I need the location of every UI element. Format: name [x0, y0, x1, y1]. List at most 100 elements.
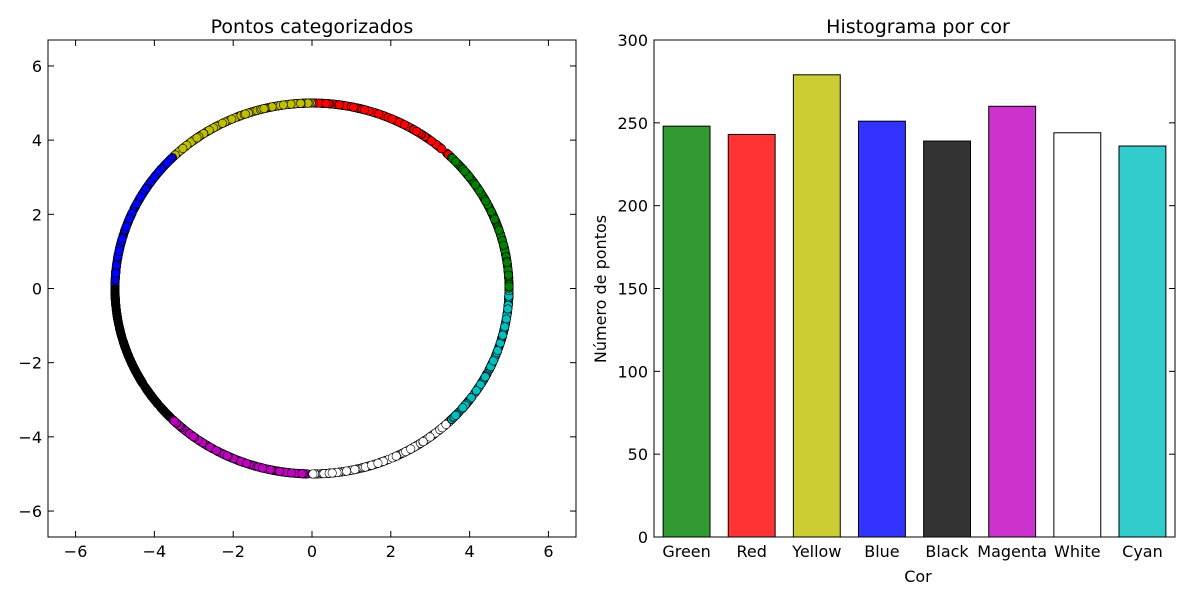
scatter-point: [125, 214, 135, 224]
scatter-point: [399, 120, 409, 130]
scatter-point: [131, 366, 141, 376]
scatter-x-axis: −6 −4 −2 0 2 4 6: [64, 40, 554, 561]
x-tick-label: −4: [143, 542, 167, 561]
scatter-point: [132, 199, 142, 209]
scatter-point: [211, 446, 221, 456]
scatter-point: [240, 109, 250, 119]
scatter-point: [169, 416, 179, 426]
y-tick-label: 300: [617, 31, 648, 50]
scatter-point: [486, 207, 496, 217]
bar-category-label: Yellow: [791, 542, 841, 561]
scatter-panel: Pontos categorizados −6 −4 −2 0 2 4 6 −6 −4 −2 0 2…: [18, 16, 577, 561]
scatter-point: [275, 466, 285, 476]
scatter-point: [178, 143, 188, 153]
scatter-point: [471, 386, 481, 396]
bar-category-label: White: [1054, 542, 1101, 561]
bar-panel: Histograma por cor 0 50 100 150 200 250 300 Gr…: [591, 16, 1176, 586]
scatter-point: [451, 157, 461, 167]
scatter-point: [242, 458, 252, 468]
scatter-point: [418, 437, 428, 447]
scatter-point: [110, 295, 120, 305]
scatter-point: [222, 451, 232, 461]
scatter-point: [150, 172, 160, 182]
scatter-point: [286, 99, 296, 109]
x-tick-label: 4: [465, 542, 475, 561]
bar-magenta: [988, 105, 1037, 538]
scatter-point: [470, 180, 480, 190]
scatter-point: [121, 222, 131, 232]
y-tick-label: 0: [638, 528, 648, 547]
scatter-point: [503, 270, 513, 280]
bar-rects: [662, 74, 1167, 538]
scatter-point: [188, 431, 198, 441]
scatter-point: [112, 313, 122, 323]
y-tick-label: 0: [32, 280, 42, 299]
scatter-point: [217, 118, 227, 128]
scatter-point: [265, 465, 275, 475]
scatter-title: Pontos categorizados: [211, 16, 414, 38]
scatter-point: [499, 240, 509, 250]
scatter-point: [122, 346, 132, 356]
y-tick-label: 200: [617, 197, 648, 216]
bar-x-axis: Green Red Yellow Blue Black Magenta White Cyan: [662, 542, 1162, 561]
y-tick-label: −2: [18, 354, 42, 373]
scatter-point: [360, 105, 370, 115]
bar-yellow: [792, 74, 841, 538]
bar-black: [923, 140, 972, 538]
scatter-point: [334, 100, 344, 110]
scatter-point: [308, 469, 318, 479]
scatter-point: [350, 465, 360, 475]
scatter-point: [391, 451, 401, 461]
bar-green: [662, 125, 711, 538]
bar-category-label: Blue: [864, 542, 899, 561]
bar-category-label: Black: [925, 542, 969, 561]
x-tick-label: 6: [543, 542, 553, 561]
scatter-point: [259, 104, 269, 114]
scatter-point: [503, 304, 513, 314]
scatter-point: [162, 409, 172, 419]
scatter-point: [488, 356, 498, 366]
scatter-point: [321, 99, 331, 109]
scatter-point: [112, 261, 122, 271]
y-tick-label: 6: [32, 57, 42, 76]
x-tick-label: −2: [221, 542, 245, 561]
scatter-point: [481, 196, 491, 206]
scatter-point: [426, 136, 436, 146]
scatter-point: [114, 247, 124, 257]
scatter-point: [111, 268, 121, 278]
scatter-point: [286, 468, 296, 478]
scatter-point: [480, 372, 490, 382]
bar-blue: [857, 120, 906, 538]
bar-category-label: Cyan: [1122, 542, 1163, 561]
scatter-point: [458, 403, 468, 413]
scatter-point: [502, 257, 512, 267]
scatter-point: [192, 133, 202, 143]
scatter-y-axis: −6 −4 −2 0 2 4 6: [18, 57, 576, 521]
scatter-point: [451, 410, 461, 420]
scatter-point: [406, 444, 416, 454]
y-tick-label: 100: [617, 362, 648, 381]
x-tick-label: 2: [386, 542, 396, 561]
scatter-point: [490, 214, 500, 224]
scatter-point: [460, 166, 470, 176]
scatter-point: [136, 192, 146, 202]
scatter-point: [498, 330, 508, 340]
scatter-point: [162, 157, 172, 167]
scatter-point: [327, 468, 337, 478]
scatter-point: [425, 432, 435, 442]
x-tick-label: 0: [307, 542, 317, 561]
scatter-point: [296, 98, 306, 108]
scatter-point: [145, 390, 155, 400]
scatter-point: [257, 463, 267, 473]
bar-category-label: Magenta: [977, 542, 1047, 561]
scatter-point: [500, 322, 510, 332]
y-tick-label: 4: [32, 131, 42, 150]
bar-category-label: Red: [736, 542, 766, 561]
y-tick-label: −6: [18, 502, 42, 521]
scatter-point: [476, 379, 486, 389]
y-tick-label: −4: [18, 428, 42, 447]
bar-cyan: [1118, 145, 1167, 538]
scatter-point: [110, 285, 120, 295]
scatter-point: [349, 102, 359, 112]
